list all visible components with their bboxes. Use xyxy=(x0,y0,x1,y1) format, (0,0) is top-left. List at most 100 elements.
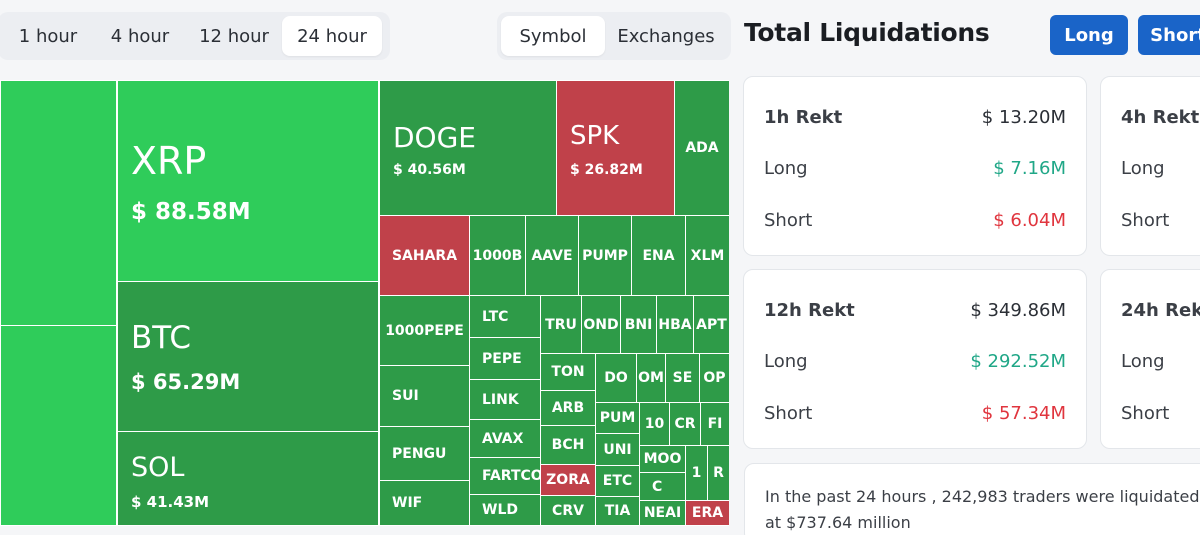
treemap-cell-wld[interactable]: WLD xyxy=(469,494,541,526)
treemap-cell-ena[interactable]: ENA xyxy=(631,215,686,296)
treemap-cell-1000pepe[interactable]: 1000PEPE xyxy=(379,295,470,366)
treemap-cell-tru[interactable]: TRU xyxy=(540,295,582,354)
ton-symbol: TON xyxy=(551,364,585,380)
treemap-cell-wif[interactable]: WIF xyxy=(379,480,470,526)
view-tabs: Symbol Exchanges xyxy=(497,12,731,60)
treemap-cell-pum2[interactable]: PUM xyxy=(595,402,640,434)
xrp-value: $ 88.58M xyxy=(131,199,251,225)
treemap-cell-zora[interactable]: ZORA xyxy=(540,464,596,496)
short-amount: $ 6.04M xyxy=(993,210,1066,231)
treemap-cell-aave[interactable]: AAVE xyxy=(525,215,579,296)
card-head: 24h Rekt xyxy=(1121,300,1200,321)
treemap-cell-10[interactable]: 10 xyxy=(639,402,670,446)
tab-exchanges[interactable]: Exchanges xyxy=(617,25,715,47)
treemap-cell-pengu[interactable]: PENGU xyxy=(379,426,470,481)
hba-symbol: HBA xyxy=(658,316,692,333)
treemap-cell-sui[interactable]: SUI xyxy=(379,365,470,427)
pengu-symbol: PENGU xyxy=(392,445,447,462)
treemap-cell-ltc[interactable]: LTC xyxy=(469,295,541,338)
tab-12-hour[interactable]: 12 hour xyxy=(199,25,269,47)
card-24h-rekt: 24h Rekt Long Short xyxy=(1100,269,1200,449)
treemap-cell-crv[interactable]: CRV xyxy=(540,495,596,526)
treemap-cell-uni[interactable]: UNI xyxy=(595,433,640,466)
spk-value: $ 26.82M xyxy=(570,162,643,178)
tru-symbol: TRU xyxy=(545,316,577,333)
om-symbol: OM xyxy=(638,370,664,386)
card-head: 4h Rekt xyxy=(1121,107,1200,128)
long-label: Long xyxy=(1121,158,1165,179)
page-title: Total Liquidations xyxy=(744,18,990,47)
sui-symbol: SUI xyxy=(392,388,419,404)
treemap-cell-1000b[interactable]: 1000B xyxy=(469,215,526,296)
xlm-symbol: XLM xyxy=(690,247,725,264)
treemap-cell-sahara[interactable]: SAHARA xyxy=(379,215,470,296)
wif-symbol: WIF xyxy=(392,495,423,511)
treemap-cell-hidden-1[interactable] xyxy=(0,80,117,326)
tab-24-hour[interactable]: 24 hour xyxy=(282,16,382,56)
treemap-cell-hba[interactable]: HBA xyxy=(656,295,694,354)
treemap-cell-btc[interactable]: BTC $ 65.29M xyxy=(117,281,379,432)
tab-1-hour[interactable]: 1 hour xyxy=(18,25,78,47)
pump-symbol: PUMP xyxy=(582,247,628,264)
tab-4-hour[interactable]: 4 hour xyxy=(110,25,170,47)
long-amount: $ 7.16M xyxy=(993,158,1066,179)
liquidation-treemap: XRP $ 88.58M BTC $ 65.29M SOL $ 41.43M D… xyxy=(0,80,729,526)
treemap-cell-apt[interactable]: APT xyxy=(693,295,729,354)
treemap-cell-cr[interactable]: CR xyxy=(669,402,701,446)
treemap-cell-ton[interactable]: TON xyxy=(540,353,596,391)
treemap-cell-xrp[interactable]: XRP $ 88.58M xyxy=(117,80,379,282)
treemap-cell-pepe[interactable]: PEPE xyxy=(469,337,541,380)
ond-symbol: OND xyxy=(583,316,619,333)
treemap-cell-spk[interactable]: SPK $ 26.82M xyxy=(556,80,675,216)
treemap-cell-fi[interactable]: FI xyxy=(700,402,729,446)
c-symbol: C xyxy=(652,478,663,495)
fartco-symbol: FARTCO xyxy=(482,468,541,484)
treemap-cell-om[interactable]: OM xyxy=(636,353,666,403)
treemap-cell-sol[interactable]: SOL $ 41.43M xyxy=(117,431,379,526)
long-button[interactable]: Long xyxy=(1050,15,1128,55)
short-button[interactable]: Short xyxy=(1138,15,1200,55)
treemap-cell-etc[interactable]: ETC xyxy=(595,465,640,497)
treemap-cell-do[interactable]: DO xyxy=(595,353,637,403)
short-label: Short xyxy=(764,210,813,231)
treemap-cell-ond[interactable]: OND xyxy=(581,295,621,354)
treemap-cell-r[interactable]: R xyxy=(707,445,729,501)
treemap-cell-arb[interactable]: ARB xyxy=(540,390,596,426)
long-label: Long xyxy=(764,158,808,179)
long-label: Long xyxy=(1121,351,1165,372)
etc-symbol: ETC xyxy=(602,473,633,489)
treemap-cell-ada[interactable]: ADA xyxy=(674,80,729,216)
treemap-cell-doge[interactable]: DOGE $ 40.56M xyxy=(379,80,557,216)
crv-symbol: CRV xyxy=(552,502,584,519)
wld-symbol: WLD xyxy=(482,502,518,518)
link-symbol: LINK xyxy=(482,391,519,408)
tab-symbol[interactable]: Symbol xyxy=(501,16,605,56)
card-4h-rekt: 4h Rekt Long Short xyxy=(1100,76,1200,256)
treemap-cell-hidden-2[interactable] xyxy=(0,325,117,526)
card-total: $ 349.86M xyxy=(970,300,1066,321)
treemap-cell-avax[interactable]: AVAX xyxy=(469,419,541,458)
op-symbol: OP xyxy=(703,370,726,386)
uni-symbol: UNI xyxy=(603,441,632,458)
btc-value: $ 65.29M xyxy=(131,370,241,394)
card-head: 12h Rekt xyxy=(764,300,855,321)
treemap-cell-se[interactable]: SE xyxy=(665,353,700,403)
sol-value: $ 41.43M xyxy=(131,493,210,511)
apt-symbol: APT xyxy=(696,316,727,333)
sol-symbol: SOL xyxy=(131,452,185,483)
treemap-cell-pump[interactable]: PUMP xyxy=(578,215,632,296)
treemap-cell-fartco[interactable]: FARTCO xyxy=(469,457,541,495)
treemap-cell-era[interactable]: ERA xyxy=(685,500,729,526)
treemap-cell-1[interactable]: 1 xyxy=(685,445,708,501)
treemap-cell-tia[interactable]: TIA xyxy=(595,496,640,526)
1-symbol: 1 xyxy=(691,465,702,481)
treemap-cell-near[interactable]: NEAI xyxy=(639,500,686,526)
treemap-cell-xlm[interactable]: XLM xyxy=(685,215,729,296)
treemap-cell-c[interactable]: C xyxy=(639,472,686,501)
treemap-cell-link[interactable]: LINK xyxy=(469,379,541,420)
treemap-cell-moo[interactable]: MOO xyxy=(639,445,686,473)
treemap-cell-bch[interactable]: BCH xyxy=(540,425,596,465)
treemap-cell-op[interactable]: OP xyxy=(699,353,729,403)
treemap-cell-bni[interactable]: BNI xyxy=(620,295,657,354)
